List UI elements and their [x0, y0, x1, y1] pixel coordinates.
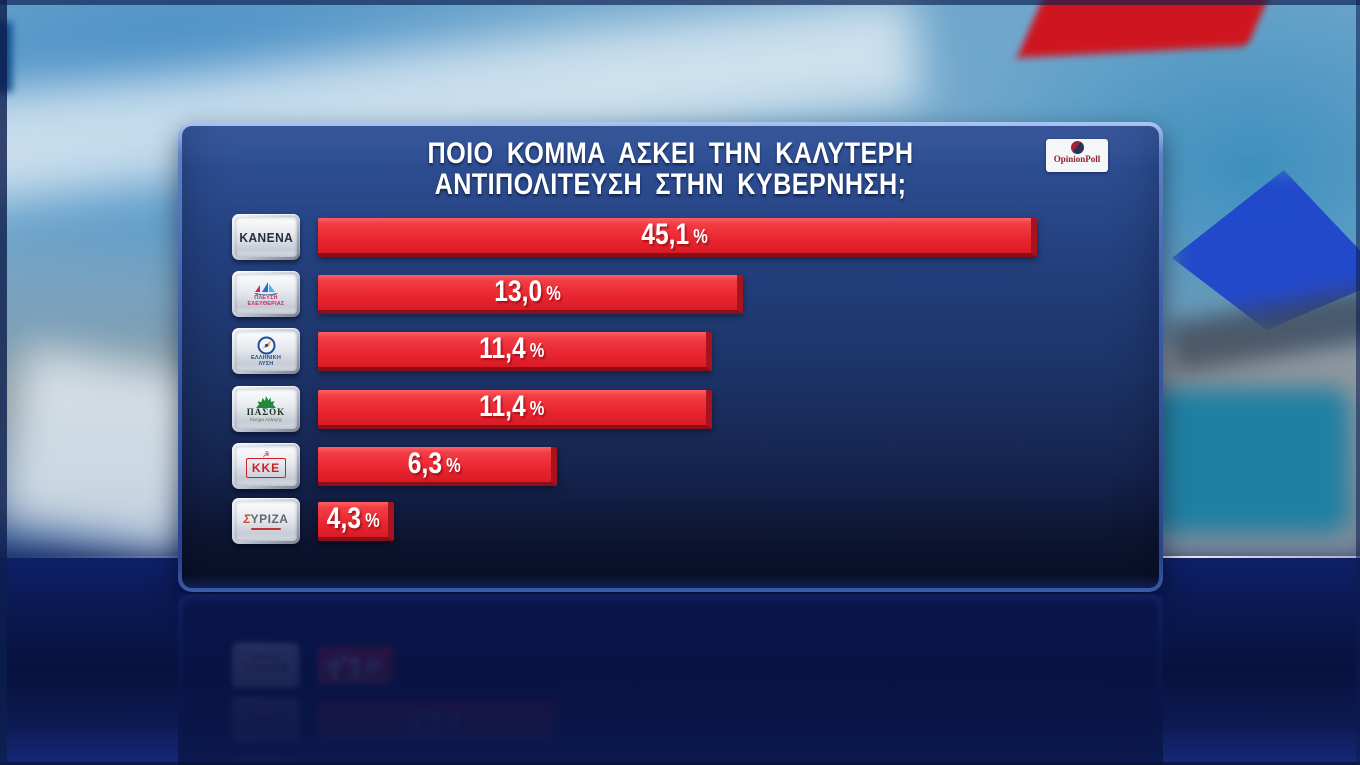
result-value: 11,4% — [479, 332, 545, 365]
result-value: 13,0% — [494, 275, 561, 308]
poll-row: ΕΛΛΗΝΙΚΗ ΛΥΣΗ 11,4% — [232, 328, 712, 374]
hammer-and-sickle-icon: ☭ — [262, 450, 270, 459]
opinionpoll-circle-icon — [1070, 141, 1084, 154]
party-label-kke: KKE — [251, 461, 281, 475]
result-bar: 11,4% — [318, 331, 712, 371]
background-blue-triangle — [1172, 170, 1360, 330]
result-bar: 4,3% — [318, 501, 394, 541]
party-label-plefsi-line1: ΠΛΕΥΣΗ — [254, 294, 278, 301]
sailboat-icon — [254, 281, 278, 295]
party-logo-box-pasok: ΠΑΣΟΚ Κίνημα Αλλαγής — [232, 386, 300, 432]
result-value: 45,1% — [641, 218, 708, 251]
syriza-subtitle-line — [251, 528, 281, 530]
poll-panel: ΠΟΙΟ ΚΟΜΜΑ ΑΣΚΕΙ ΤΗΝ ΚΑΛΥΤΕΡΗ ΑΝΤΙΠΟΛΙΤΕ… — [178, 594, 1163, 765]
poll-row: ΠΛΕΥΣΗ ΕΛΕΥΘΕΡΙΑΣ 13,0% — [232, 271, 743, 317]
panel-floor-reflection: ΠΟΙΟ ΚΟΜΜΑ ΑΣΚΕΙ ΤΗΝ ΚΑΛΥΤΕΡΗ ΑΝΤΙΠΟΛΙΤΕ… — [178, 594, 1163, 765]
result-value: 11,4% — [479, 390, 545, 423]
party-logo-box-kanena: ΚΑΝΕΝΑ — [232, 214, 300, 260]
compass-circle-icon — [257, 336, 275, 354]
poll-row: Σ ΥΡΙΖΑ 4,3% — [232, 498, 394, 544]
poll-row: ☭ KKE 6,3% — [232, 443, 557, 489]
party-label-plefsi-line2: ΕΛΕΥΘΕΡΙΑΣ — [247, 300, 285, 307]
opinionpoll-logo: OpinionPoll — [1046, 139, 1108, 172]
poll-question-line2: ΑΝΤΙΠΟΛΙΤΕΥΣΗ ΣΤΗΝ ΚΥΒΕΡΝΗΣΗ; — [434, 168, 907, 201]
syriza-flag-sigma-icon: Σ — [243, 512, 251, 526]
result-value: 6,3% — [408, 447, 461, 480]
background-red-wedge — [1016, 0, 1277, 58]
party-label-lysi-line2: ΛΥΣΗ — [258, 360, 274, 367]
party-logo-box-plefsi: ΠΛΕΥΣΗ ΕΛΕΥΘΕΡΙΑΣ — [232, 271, 300, 317]
party-logo-box-kke: ☭ KKE — [232, 443, 300, 489]
poll-row: ΚΑΝΕΝΑ 45,1% — [232, 214, 1037, 260]
poll-question-title: ΠΟΙΟ ΚΟΜΜΑ ΑΣΚΕΙ ΤΗΝ ΚΑΛΥΤΕΡΗ ΑΝΤΙΠΟΛΙΤΕ… — [178, 138, 1163, 200]
party-label-pasok-subtitle: Κίνημα Αλλαγής — [250, 417, 282, 422]
party-label-syriza: ΥΡΙΖΑ — [250, 512, 289, 526]
party-label-kanena: ΚΑΝΕΝΑ — [239, 229, 293, 245]
background-gray-streak — [1167, 281, 1360, 375]
party-label-lysi-line1: ΕΛΛΗΝΙΚΗ — [250, 354, 282, 361]
party-logo-box-elliniki-lysi: ΕΛΛΗΝΙΚΗ ΛΥΣΗ — [232, 328, 300, 374]
result-bar: 13,0% — [318, 274, 743, 314]
result-bar: 11,4% — [318, 389, 712, 429]
party-logo-box-syriza: Σ ΥΡΙΖΑ — [232, 498, 300, 544]
poll-row: ΠΑΣΟΚ Κίνημα Αλλαγής 11,4% — [232, 386, 712, 432]
result-bar: 45,1% — [318, 217, 1037, 257]
green-sun-icon — [256, 396, 276, 408]
poll-question-line1: ΠΟΙΟ ΚΟΜΜΑ ΑΣΚΕΙ ΤΗΝ ΚΑΛΥΤΕΡΗ — [427, 137, 914, 170]
result-value: 4,3% — [326, 502, 380, 535]
background-left-edge-shape — [0, 22, 12, 92]
result-bar: 6,3% — [318, 446, 557, 486]
party-label-pasok: ΠΑΣΟΚ — [246, 407, 286, 417]
poll-panel: ΠΟΙΟ ΚΟΜΜΑ ΑΣΚΕΙ ΤΗΝ ΚΑΛΥΤΕΡΗ ΑΝΤΙΠΟΛΙΤΕ… — [178, 122, 1163, 592]
opinionpoll-logo-text: OpinionPoll — [1053, 154, 1101, 164]
background-gray-patch — [1130, 345, 1360, 560]
background-teal-patch — [1150, 388, 1350, 533]
